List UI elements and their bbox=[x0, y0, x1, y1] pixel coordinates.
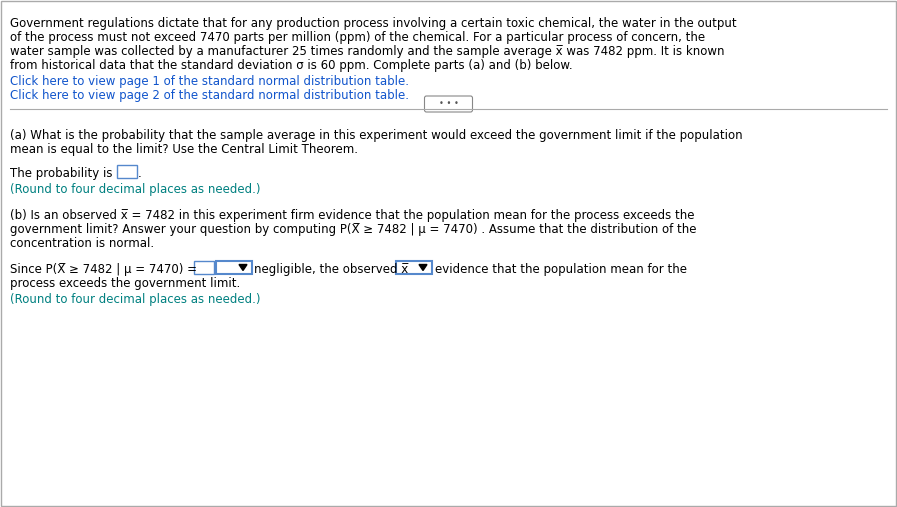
Text: of the process must not exceed 7470 parts per million (ppm) of the chemical. For: of the process must not exceed 7470 part… bbox=[10, 31, 705, 44]
Text: (a) What is the probability that the sample average in this experiment would exc: (a) What is the probability that the sam… bbox=[10, 129, 743, 142]
FancyBboxPatch shape bbox=[424, 96, 473, 112]
FancyBboxPatch shape bbox=[194, 261, 214, 274]
Text: • • •: • • • bbox=[439, 99, 458, 108]
FancyBboxPatch shape bbox=[396, 261, 432, 274]
Text: (Round to four decimal places as needed.): (Round to four decimal places as needed.… bbox=[10, 183, 260, 196]
Text: government limit? Answer your question by computing P(Χ̅ ≥ 7482 | μ = 7470) . As: government limit? Answer your question b… bbox=[10, 223, 696, 236]
Text: The probability is: The probability is bbox=[10, 167, 112, 180]
Text: negligible, the observed x̅: negligible, the observed x̅ bbox=[254, 263, 408, 276]
Text: mean is equal to the limit? Use the Central Limit Theorem.: mean is equal to the limit? Use the Cent… bbox=[10, 143, 358, 156]
Text: concentration is normal.: concentration is normal. bbox=[10, 237, 154, 250]
Text: process exceeds the government limit.: process exceeds the government limit. bbox=[10, 277, 240, 290]
Polygon shape bbox=[419, 265, 427, 271]
FancyBboxPatch shape bbox=[216, 261, 252, 274]
Text: Government regulations dictate that for any production process involving a certa: Government regulations dictate that for … bbox=[10, 17, 736, 30]
Text: Click here to view page 1 of the standard normal distribution table.: Click here to view page 1 of the standar… bbox=[10, 75, 409, 88]
Text: Since P(Χ̅ ≥ 7482 | μ = 7470) =: Since P(Χ̅ ≥ 7482 | μ = 7470) = bbox=[10, 263, 197, 276]
Text: (b) Is an observed x̅ = 7482 in this experiment firm evidence that the populatio: (b) Is an observed x̅ = 7482 in this exp… bbox=[10, 209, 694, 222]
Text: (Round to four decimal places as needed.): (Round to four decimal places as needed.… bbox=[10, 293, 260, 306]
Text: Click here to view page 2 of the standard normal distribution table.: Click here to view page 2 of the standar… bbox=[10, 89, 409, 102]
Text: water sample was collected by a manufacturer 25 times randomly and the sample av: water sample was collected by a manufact… bbox=[10, 45, 725, 58]
Polygon shape bbox=[239, 265, 247, 271]
Text: evidence that the population mean for the: evidence that the population mean for th… bbox=[435, 263, 687, 276]
Text: from historical data that the standard deviation σ is 60 ppm. Complete parts (a): from historical data that the standard d… bbox=[10, 59, 572, 72]
FancyBboxPatch shape bbox=[117, 165, 137, 178]
Text: .: . bbox=[138, 167, 142, 180]
